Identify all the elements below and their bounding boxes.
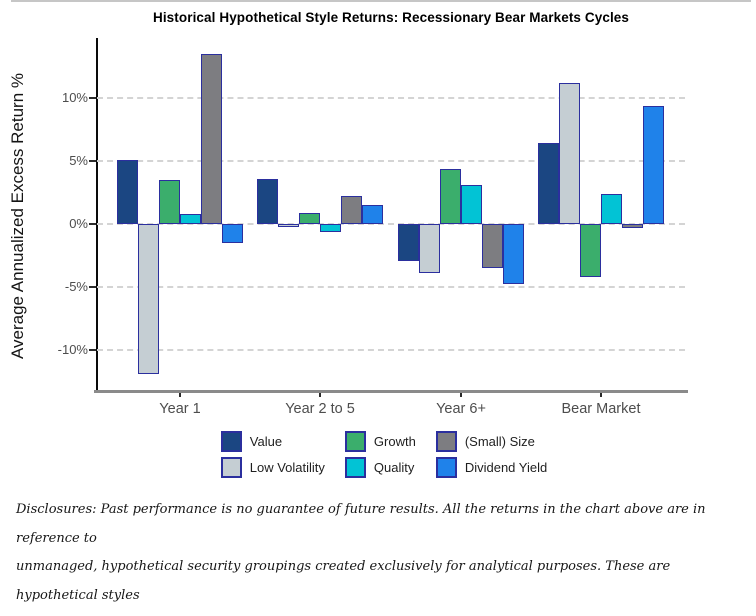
bar-small-size-3 — [482, 224, 503, 269]
bar-small-size-1 — [201, 53, 222, 224]
x-tick-mark — [600, 393, 602, 397]
y-tick-label: -5% — [64, 279, 88, 294]
bar-quality-4 — [601, 193, 622, 224]
bar-value-3 — [398, 224, 419, 261]
gridline-10% — [97, 97, 685, 99]
disclosure-text: Disclosures: Past performance is no guar… — [16, 502, 706, 603]
bar-growth-2 — [299, 212, 320, 224]
legend-label: Value — [249, 434, 283, 449]
x-axis-line — [94, 390, 688, 393]
bar-low-volatility-2 — [278, 224, 299, 227]
legend-column: (Small) Size Dividend Yield — [435, 431, 561, 478]
legend-item-value: Value — [220, 431, 339, 452]
figure-top-border — [11, 0, 751, 2]
legend-swatch-quality — [344, 457, 366, 478]
y-tick-label: 5% — [69, 153, 88, 168]
x-tick-mark — [179, 393, 181, 397]
legend: Value Low Volatility Growth Quality (Small) … — [97, 431, 685, 478]
legend-label: (Small) Size — [464, 434, 535, 449]
legend-item-low-volatility: Low Volatility — [220, 457, 339, 478]
y-tick-mark — [89, 97, 96, 99]
y-tick-mark — [89, 160, 96, 162]
bar-value-2 — [257, 178, 278, 224]
y-tick-mark — [89, 223, 96, 225]
plot-area — [97, 40, 685, 392]
legend-swatch-growth — [344, 431, 366, 452]
y-tick-label: 0% — [69, 216, 88, 231]
legend-swatch-value — [220, 431, 242, 452]
bar-low-volatility-1 — [138, 224, 159, 374]
legend-item-dividend-yield: Dividend Yield — [435, 457, 561, 478]
bar-small-size-4 — [622, 224, 643, 228]
legend-label: Low Volatility — [249, 460, 325, 475]
bar-quality-3 — [461, 184, 482, 224]
x-tick-mark — [460, 393, 462, 397]
y-tick-label: -10% — [57, 342, 88, 357]
legend-label: Quality — [373, 460, 415, 475]
x-tick-mark — [319, 393, 321, 397]
bar-value-4 — [538, 143, 559, 224]
x-axis-label-3: Year 6+ — [436, 401, 486, 417]
bar-quality-2 — [320, 224, 341, 232]
legend-column: Value Low Volatility — [220, 431, 339, 478]
gridline--10% — [97, 349, 685, 351]
bar-growth-3 — [440, 168, 461, 224]
legend-swatch-low-volatility — [220, 457, 242, 478]
bar-dividend-yield-3 — [503, 224, 524, 285]
legend-label: Dividend Yield — [464, 460, 548, 475]
bar-small-size-2 — [341, 196, 362, 224]
y-axis-line — [96, 38, 98, 392]
bar-quality-1 — [180, 213, 201, 224]
legend-item-growth: Growth — [344, 431, 430, 452]
bar-growth-4 — [580, 224, 601, 277]
x-axis-label-4: Bear Market — [561, 401, 641, 417]
y-tick-mark — [89, 286, 96, 288]
bar-value-1 — [117, 159, 138, 224]
gridline-0% — [97, 223, 685, 225]
chart-title: Historical Hypothetical Style Returns: R… — [152, 10, 630, 25]
gridline-5% — [97, 160, 685, 162]
legend-item-quality: Quality — [344, 457, 430, 478]
legend-swatch-dividend-yield — [435, 457, 457, 478]
gridline--5% — [97, 286, 685, 288]
y-tick-label: 10% — [61, 90, 88, 105]
bar-low-volatility-3 — [419, 224, 440, 274]
x-axis-label-1: Year 1 — [159, 401, 201, 417]
legend-item-small-size: (Small) Size — [435, 431, 561, 452]
bar-dividend-yield-4 — [643, 105, 664, 224]
y-tick-mark — [89, 349, 96, 351]
bar-dividend-yield-1 — [222, 224, 243, 243]
x-axis-label-2: Year 2 to 5 — [285, 401, 355, 417]
bar-growth-1 — [159, 179, 180, 224]
legend-swatch-small-size — [435, 431, 457, 452]
legend-column: Growth Quality — [344, 431, 430, 478]
bar-low-volatility-4 — [559, 82, 580, 224]
bar-dividend-yield-2 — [362, 205, 383, 224]
legend-label: Growth — [373, 434, 416, 449]
y-axis-label: Average Annualized Excess Return % — [8, 72, 27, 360]
